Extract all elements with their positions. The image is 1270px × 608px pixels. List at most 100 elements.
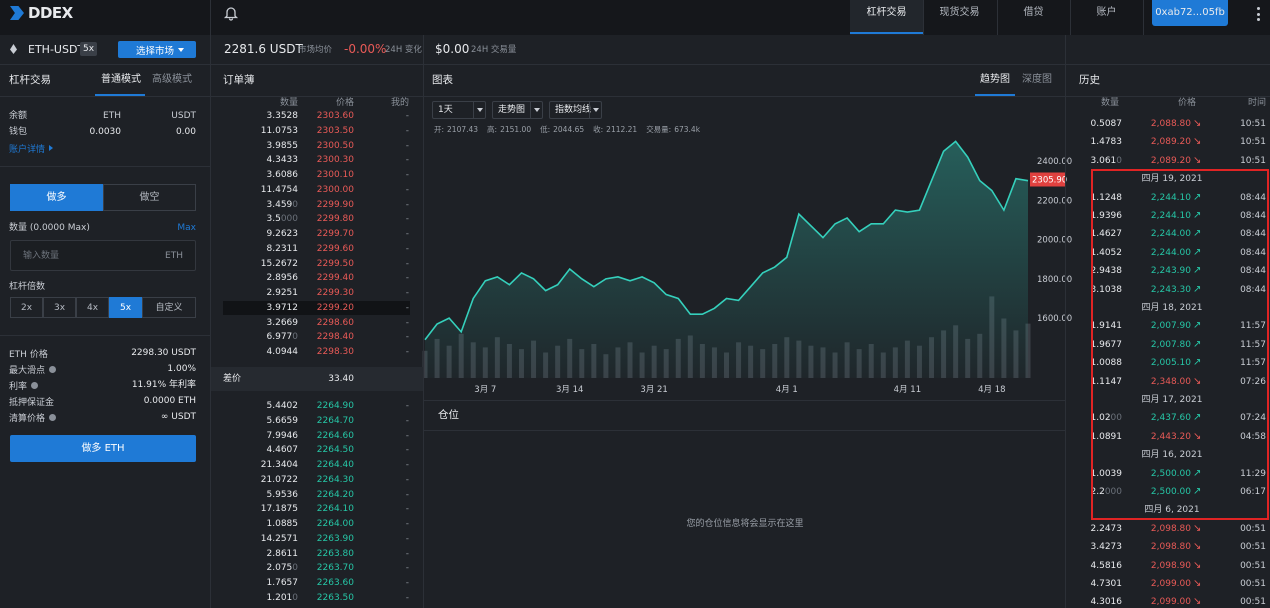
trade-price: 2,098.80 xyxy=(1150,523,1191,534)
order-price: 2264.60 xyxy=(316,430,354,441)
leverage-button[interactable] xyxy=(76,297,109,318)
detail-value: 2298.30 USDT xyxy=(131,348,196,358)
trade-amount: 4.5816 xyxy=(1090,560,1123,571)
trade-time: 07:26 xyxy=(1240,376,1266,387)
select-caret xyxy=(593,103,599,117)
trade-price: 2,348.00 xyxy=(1150,376,1191,387)
leverage-button[interactable] xyxy=(43,297,76,318)
side-button[interactable] xyxy=(103,184,196,211)
market-select-button[interactable] xyxy=(118,41,196,58)
order-mine: - xyxy=(405,214,409,225)
trade-direction: ↘ xyxy=(1193,430,1202,442)
order-amount: 1.7657 xyxy=(266,578,299,589)
order-amount: 5.4402 xyxy=(266,401,299,411)
trade-direction: ↘ xyxy=(1193,118,1202,129)
chart-select[interactable] xyxy=(492,101,543,119)
panel-divider xyxy=(1065,35,1066,608)
ohlc-label: 收: xyxy=(593,124,604,134)
order-mine: - xyxy=(405,125,409,136)
trade-amount: 1.0891 xyxy=(1090,431,1123,442)
mode-tab[interactable]: 普通模式 xyxy=(101,74,141,85)
x-tick-label: 4月 18 xyxy=(978,385,1005,395)
trade-price: 2,089.20 xyxy=(1150,155,1191,166)
trade-amount: 3.1038 xyxy=(1090,284,1123,295)
price-line xyxy=(424,140,1029,341)
order-mine: - xyxy=(405,111,409,121)
panel-divider xyxy=(210,35,211,608)
nav-tab[interactable]: 借贷 xyxy=(1023,7,1044,18)
order-price: 2263.70 xyxy=(316,563,354,574)
leverage-button[interactable] xyxy=(10,297,43,318)
detail-value: ∞ USDT xyxy=(160,412,196,422)
order-amount: 2.8611 xyxy=(266,548,299,559)
leverage-button[interactable] xyxy=(109,297,142,318)
order-amount: 1.2010 xyxy=(266,593,299,603)
logo[interactable]: DDEX xyxy=(10,4,73,22)
nav-tab-underline xyxy=(850,32,923,34)
trailing-zeros: 0 xyxy=(292,332,298,343)
wallet-button[interactable] xyxy=(1152,0,1228,26)
order-price: 2300.50 xyxy=(316,140,354,151)
trade-time: 08:44 xyxy=(1240,192,1266,203)
leverage-button[interactable] xyxy=(142,297,196,318)
order-mine: - xyxy=(405,593,409,603)
trade-direction: ↗ xyxy=(1193,486,1202,497)
order-mine: - xyxy=(405,184,409,195)
panel-title: 图表 xyxy=(432,74,453,86)
order-amount: 1.0885 xyxy=(266,519,299,530)
ohlc-value: 673.4k xyxy=(674,124,701,134)
max-link[interactable]: Max xyxy=(177,223,196,233)
chart-tab[interactable]: 深度图 xyxy=(1022,74,1052,85)
trade-amount: 2.2000 xyxy=(1090,487,1122,497)
column-header: 我的 xyxy=(390,98,409,108)
order-mine: - xyxy=(405,229,409,239)
order-price: 2299.60 xyxy=(316,243,354,254)
menu-button[interactable] xyxy=(1257,7,1260,21)
market-select: 选择市场 xyxy=(136,43,185,57)
logo-text: DDEX xyxy=(28,4,73,22)
order-price: 2300.00 xyxy=(316,184,354,195)
positions-empty: 您的仓位信息将会显示在这里 xyxy=(686,519,804,529)
order-price: 2299.90 xyxy=(316,199,354,210)
account-link[interactable]: 账户详情 xyxy=(9,141,54,155)
y-tick-label: 2400.00 xyxy=(1037,157,1072,167)
trade-price: 2,244.00 xyxy=(1150,229,1191,240)
panel-title: 杠杆交易 xyxy=(9,74,51,86)
order-price: 2263.50 xyxy=(316,593,354,603)
caret xyxy=(178,47,185,52)
chart-select[interactable] xyxy=(549,101,602,119)
nav-tab[interactable]: 杠杆交易 xyxy=(866,7,907,18)
nav-divider xyxy=(1143,0,1144,35)
x-tick-label: 4月 1 xyxy=(776,385,798,395)
side-button[interactable] xyxy=(10,184,103,211)
y-tick-label: 1800.00 xyxy=(1037,275,1072,285)
order-mine: - xyxy=(405,578,409,589)
order-amount: 3.4590 xyxy=(266,199,299,210)
wallet-value: 0.00 xyxy=(175,127,196,137)
chart-tab[interactable]: 趋势图 xyxy=(980,74,1010,85)
amount-input[interactable] xyxy=(10,240,196,271)
trade-direction: ↘ xyxy=(1193,578,1202,589)
ohlc-value: 2107.43 xyxy=(447,124,479,134)
mode-tab[interactable]: 高级模式 xyxy=(152,74,192,85)
divider xyxy=(210,0,211,35)
trade-direction: ↗ xyxy=(1193,357,1202,369)
nav-tab[interactable]: 现货交易 xyxy=(939,7,980,18)
chart-select[interactable] xyxy=(432,101,486,119)
trade-price: 2,443.20 xyxy=(1150,431,1191,442)
detail-label-text: 利率 xyxy=(9,381,28,392)
select-caret xyxy=(477,103,483,117)
spread-value: 33.40 xyxy=(328,374,354,384)
submit-button[interactable] xyxy=(10,435,196,462)
trade-direction: ↗ xyxy=(1193,265,1202,277)
leverage-badge xyxy=(80,42,97,56)
trade-amount: 1.4052 xyxy=(1090,247,1123,258)
side-button-label: 做多 xyxy=(46,191,67,203)
notification-bell[interactable] xyxy=(223,5,239,21)
nav-tab[interactable]: 账户 xyxy=(1096,7,1117,18)
order-price: 2300.10 xyxy=(316,170,354,180)
trade-time: 00:51 xyxy=(1240,579,1266,589)
trade-direction: ↗ xyxy=(1193,283,1202,295)
